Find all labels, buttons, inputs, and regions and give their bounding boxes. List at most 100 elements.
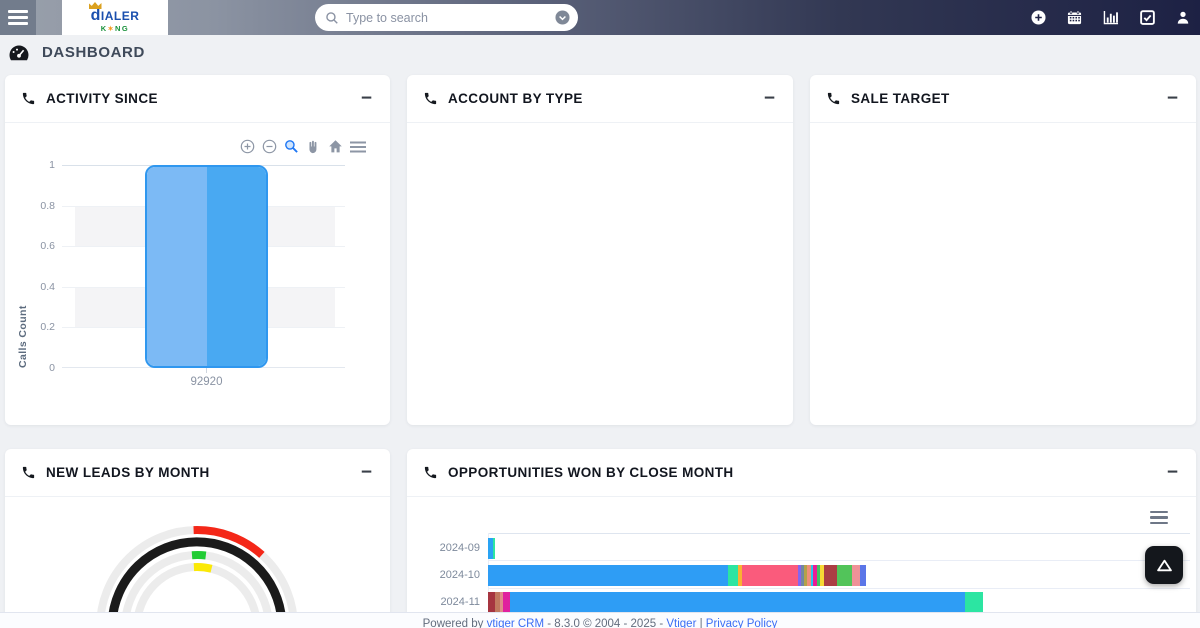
top-navbar: dIALER K✶NG xyxy=(0,0,1200,35)
chevron-down-icon[interactable] xyxy=(555,10,570,25)
bar-segment xyxy=(837,565,852,586)
triangle-up-icon xyxy=(1156,559,1172,572)
card-activity-since: ACTIVITY SINCE − Calls Count 1 0.8 0.6 0… xyxy=(5,75,390,425)
bar-segment xyxy=(488,565,728,586)
card-header-sale: SALE TARGET − xyxy=(810,75,1196,123)
phone-icon xyxy=(423,465,438,480)
phone-icon xyxy=(21,465,36,480)
ring-segment-black xyxy=(107,537,287,623)
y-tick: 0 xyxy=(49,362,55,374)
bar-segment xyxy=(488,592,495,613)
phone-icon xyxy=(423,91,438,106)
calls-count-bar[interactable] xyxy=(145,165,268,368)
gridline xyxy=(488,533,1190,534)
chart-menu-icon[interactable] xyxy=(350,140,366,154)
card-new-leads-by-month: NEW LEADS BY MONTH − xyxy=(5,449,390,628)
gridline xyxy=(488,560,1190,561)
vtiger-crm-link[interactable]: vtiger CRM xyxy=(486,618,545,628)
crown-icon xyxy=(88,2,102,9)
logo-text: dIALER xyxy=(90,7,140,24)
footer-text: Powered by xyxy=(422,618,487,628)
zoom-in-icon[interactable] xyxy=(240,139,255,154)
privacy-policy-link[interactable]: Privacy Policy xyxy=(705,618,778,628)
user-icon[interactable] xyxy=(1176,10,1190,25)
menu-icon[interactable] xyxy=(0,0,36,35)
bar-segment xyxy=(817,565,820,586)
ring-segment-yellow xyxy=(193,563,213,573)
bar-segment xyxy=(500,592,503,613)
leads-radial-chart xyxy=(5,497,390,628)
ring-segment-red xyxy=(193,526,265,558)
box-zoom-icon[interactable] xyxy=(284,139,299,154)
phone-icon xyxy=(21,91,36,106)
bar-segment xyxy=(488,538,493,559)
add-icon[interactable] xyxy=(1031,10,1046,25)
y-tick: 0.8 xyxy=(40,200,55,212)
collapse-button[interactable]: − xyxy=(763,88,775,109)
bar-segment xyxy=(820,565,824,586)
collapse-button[interactable]: − xyxy=(360,462,372,483)
logo-subtext: K✶NG xyxy=(100,24,130,33)
bar-segment xyxy=(860,565,866,586)
bar-segment xyxy=(742,565,798,586)
bar-segment xyxy=(852,565,860,586)
footer-text: | xyxy=(696,618,706,628)
chart-menu-icon[interactable] xyxy=(1150,511,1168,525)
footer-text: - 8.3.0 © 2004 - 2025 - xyxy=(544,618,667,628)
bar-segment xyxy=(801,565,804,586)
page-header: DASHBOARD xyxy=(0,35,1200,70)
card-header-activity: ACTIVITY SINCE − xyxy=(5,75,390,123)
tasks-icon[interactable] xyxy=(1140,10,1155,25)
x-tick-label: 92920 xyxy=(190,376,223,388)
y-axis-title: Calls Count xyxy=(17,305,29,368)
bar-right-half xyxy=(206,167,266,366)
bar-segment xyxy=(510,592,965,613)
dashboard-gauge-icon xyxy=(7,41,31,65)
search-icon xyxy=(325,11,339,25)
bar-segment xyxy=(804,565,807,586)
stacked-bar-2024-10[interactable] xyxy=(488,565,866,586)
y-tick: 0.2 xyxy=(40,321,55,333)
y-tick-label: 2024-11 xyxy=(440,596,480,608)
calendar-icon[interactable] xyxy=(1067,10,1082,25)
collapse-button[interactable]: − xyxy=(1166,462,1178,483)
bar-left-half xyxy=(147,167,207,366)
vtiger-link[interactable]: Vtiger xyxy=(666,618,697,628)
plot-area[interactable] xyxy=(62,165,345,368)
card-title: NEW LEADS BY MONTH xyxy=(46,465,210,480)
y-tick-label: 2024-09 xyxy=(439,542,480,554)
chart-toolbar xyxy=(240,139,366,154)
radial-gauge[interactable] xyxy=(5,499,390,628)
stacked-bar-2024-11[interactable] xyxy=(488,592,983,613)
collapse-button[interactable]: − xyxy=(1166,88,1178,109)
collapse-button[interactable]: − xyxy=(360,88,372,109)
phone-icon xyxy=(826,91,841,106)
home-icon[interactable] xyxy=(328,139,343,154)
global-search[interactable] xyxy=(315,4,578,31)
card-opportunities-won: OPPORTUNITIES WON BY CLOSE MONTH − us Co… xyxy=(407,449,1196,628)
sale-chart-empty xyxy=(810,123,1196,425)
y-tick: 0.6 xyxy=(40,240,55,252)
page-title: DASHBOARD xyxy=(42,44,145,61)
card-header-opps: OPPORTUNITIES WON BY CLOSE MONTH − xyxy=(407,449,1196,497)
pan-hand-icon[interactable] xyxy=(306,139,321,154)
card-title: ACTIVITY SINCE xyxy=(46,91,158,106)
topbar-actions xyxy=(1031,0,1190,35)
bar-chart-icon[interactable] xyxy=(1103,10,1119,25)
zoom-out-icon[interactable] xyxy=(262,139,277,154)
bar-segment xyxy=(738,565,742,586)
bar-segment xyxy=(824,565,837,586)
card-title: ACCOUNT BY TYPE xyxy=(448,91,583,106)
card-header-account: ACCOUNT BY TYPE − xyxy=(407,75,793,123)
activity-chart: Calls Count 1 0.8 0.6 0.4 0.2 0 xyxy=(5,123,390,425)
scroll-to-top-button[interactable] xyxy=(1145,546,1183,584)
search-input[interactable] xyxy=(346,10,548,25)
y-tick: 0.4 xyxy=(40,281,55,293)
bar-segment xyxy=(807,565,811,586)
bar-segment xyxy=(493,538,495,559)
bar-segment xyxy=(495,592,500,613)
stacked-bar-2024-09[interactable] xyxy=(488,538,495,559)
app-logo[interactable]: dIALER K✶NG xyxy=(62,0,168,35)
card-sale-target: SALE TARGET − xyxy=(810,75,1196,425)
